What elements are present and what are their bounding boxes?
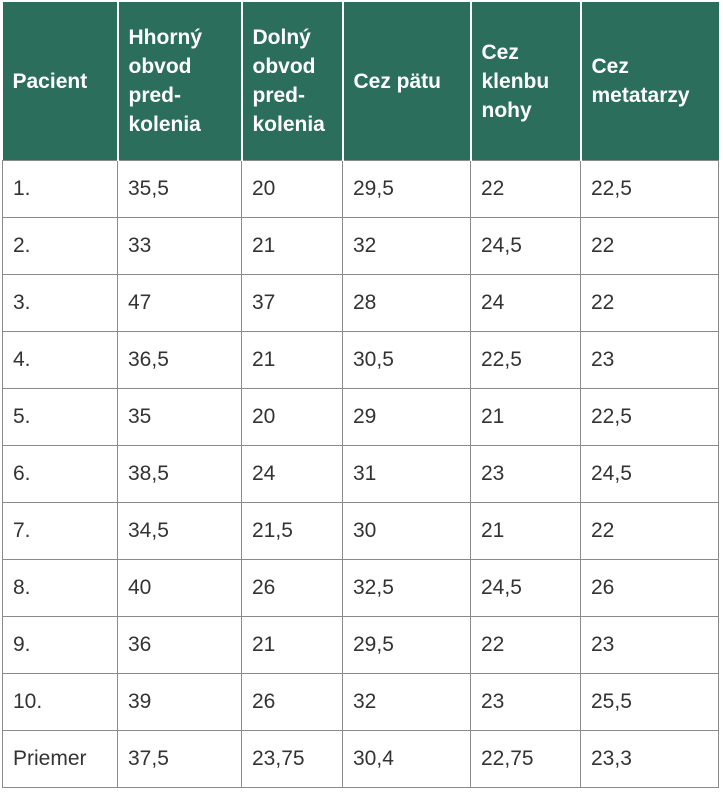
- table-cell: 22: [580, 502, 719, 560]
- header-cell: Cez klenbu nohy: [470, 2, 582, 161]
- table-cell: 39: [117, 673, 242, 731]
- table-cell: 23: [470, 673, 581, 731]
- data-table: Pacient Hhorný obvod pred- kolenia Dolný o…: [2, 2, 719, 788]
- table-cell: 26: [241, 673, 343, 731]
- table-cell: 9.: [2, 616, 118, 674]
- table-cell: 5.: [2, 388, 118, 446]
- table-cell: 28: [342, 274, 471, 332]
- table-row: 5. 35 20 29 21 22,5: [2, 388, 719, 446]
- table-cell: 29: [342, 388, 471, 446]
- table-cell: 32: [342, 673, 471, 731]
- table-cell: 21: [241, 331, 343, 389]
- table-cell: 22,5: [470, 331, 581, 389]
- table-cell: 24,5: [470, 217, 581, 275]
- table-cell: 23: [470, 445, 581, 503]
- table-cell: 1.: [2, 160, 118, 218]
- table-cell: Priemer: [2, 730, 118, 788]
- table-cell: 22: [580, 217, 719, 275]
- table-cell: 32,5: [342, 559, 471, 617]
- table-cell: 36: [117, 616, 242, 674]
- table-cell: 25,5: [580, 673, 719, 731]
- table-cell: 37,5: [117, 730, 242, 788]
- table-cell: 35: [117, 388, 242, 446]
- table-cell: 22,5: [580, 160, 719, 218]
- table-cell: 24,5: [580, 445, 719, 503]
- table-cell: 21,5: [241, 502, 343, 560]
- table-cell: 29,5: [342, 616, 471, 674]
- table-cell: 21: [470, 502, 581, 560]
- table-cell: 40: [117, 559, 242, 617]
- table-row: 10. 39 26 32 23 25,5: [2, 673, 719, 731]
- table-cell: 30,5: [342, 331, 471, 389]
- header-cell: Cez metatarzy: [580, 2, 719, 161]
- table-cell: 35,5: [117, 160, 242, 218]
- table-cell: 22: [580, 274, 719, 332]
- table-cell: 29,5: [342, 160, 471, 218]
- table-cell: 24: [241, 445, 343, 503]
- table-cell: 3.: [2, 274, 118, 332]
- table-cell: 22,5: [580, 388, 719, 446]
- table-row: 9. 36 21 29,5 22 23: [2, 616, 719, 674]
- table-cell: 21: [470, 388, 581, 446]
- table-row: 1. 35,5 20 29,5 22 22,5: [2, 160, 719, 218]
- table-cell: 32: [342, 217, 471, 275]
- table-cell: 21: [241, 616, 343, 674]
- table-row: 3. 47 37 28 24 22: [2, 274, 719, 332]
- table-cell: 31: [342, 445, 471, 503]
- table-cell: 4.: [2, 331, 118, 389]
- table-row: 2. 33 21 32 24,5 22: [2, 217, 719, 275]
- table-cell: 22: [470, 160, 581, 218]
- table-cell: 23: [580, 331, 719, 389]
- table-cell: 22,75: [470, 730, 581, 788]
- table-cell: 34,5: [117, 502, 242, 560]
- table-cell: 20: [241, 388, 343, 446]
- header-row: Pacient Hhorný obvod pred- kolenia Dolný o…: [2, 2, 719, 161]
- table-cell: 24,5: [470, 559, 581, 617]
- table-cell: 21: [241, 217, 343, 275]
- table-row: Priemer 37,5 23,75 30,4 22,75 23,3: [2, 730, 719, 788]
- table-cell: 2.: [2, 217, 118, 275]
- table-body: 1. 35,5 20 29,5 22 22,5 2. 33 21 32 24,5 22 3. 47 37 28…: [2, 160, 719, 788]
- table-cell: 37: [241, 274, 343, 332]
- table-cell: 24: [470, 274, 581, 332]
- table-cell: 38,5: [117, 445, 242, 503]
- table-cell: 47: [117, 274, 242, 332]
- table-row: 4. 36,5 21 30,5 22,5 23: [2, 331, 719, 389]
- table-cell: 33: [117, 217, 242, 275]
- header-cell: Dolný obvod pred- kolenia: [241, 2, 344, 161]
- table-row: 8. 40 26 32,5 24,5 26: [2, 559, 719, 617]
- header-cell: Hhorný obvod pred- kolenia: [117, 2, 243, 161]
- table-cell: 30: [342, 502, 471, 560]
- table-cell: 23,75: [241, 730, 343, 788]
- table-cell: 20: [241, 160, 343, 218]
- table-row: 7. 34,5 21,5 30 21 22: [2, 502, 719, 560]
- table-cell: 6.: [2, 445, 118, 503]
- header-cell: Cez pätu: [342, 2, 472, 161]
- table-cell: 36,5: [117, 331, 242, 389]
- table-cell: 26: [241, 559, 343, 617]
- table-cell: 26: [580, 559, 719, 617]
- table-row: 6. 38,5 24 31 23 24,5: [2, 445, 719, 503]
- table-cell: 8.: [2, 559, 118, 617]
- table-cell: 7.: [2, 502, 118, 560]
- table-cell: 23,3: [580, 730, 719, 788]
- header-cell: Pacient: [2, 2, 119, 161]
- table-cell: 23: [580, 616, 719, 674]
- table-cell: 10.: [2, 673, 118, 731]
- table-cell: 22: [470, 616, 581, 674]
- table-cell: 30,4: [342, 730, 471, 788]
